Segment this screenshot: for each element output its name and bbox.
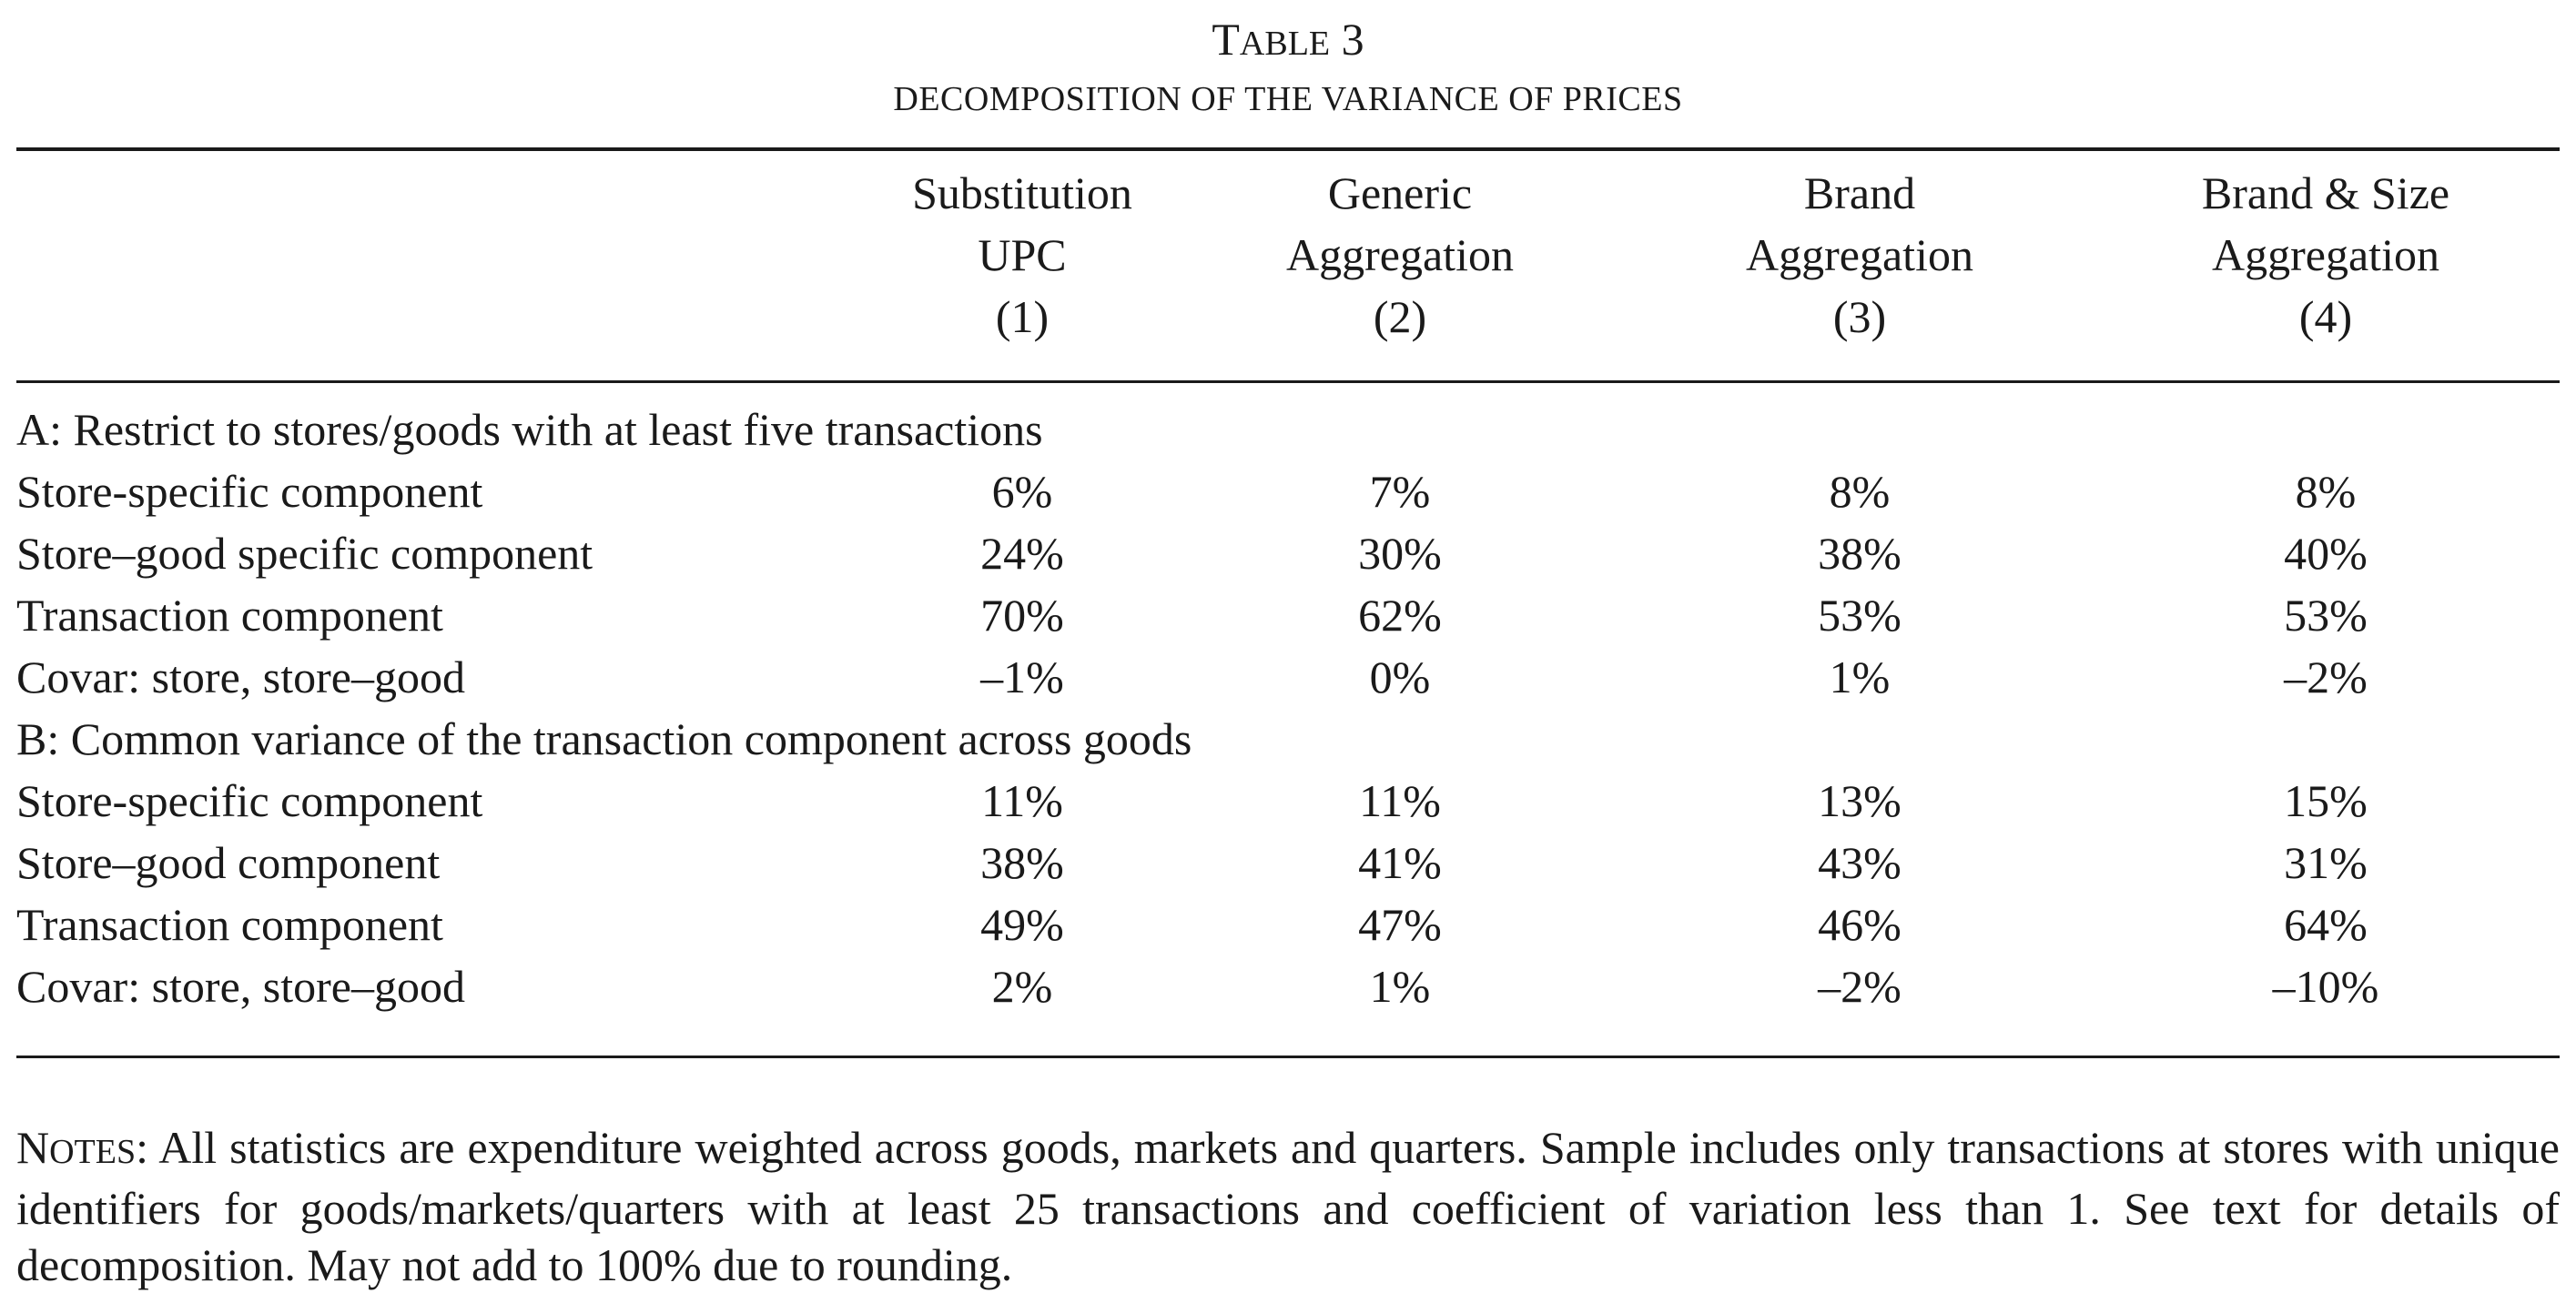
table-cell: 11%: [981, 775, 1063, 826]
table-cell: –1%: [980, 652, 1064, 702]
column-header-4-line2: Aggregation: [2212, 229, 2439, 280]
top-rule: [16, 147, 2560, 151]
variance-decomposition-table: Substitution UPC (1) Generic Aggregation…: [16, 162, 2560, 1017]
table-row: Covar: store, store–good 2% 1% –2% –10%: [16, 955, 2560, 1017]
column-header-1-line1: Substitution: [912, 167, 1132, 218]
table-cell: 46%: [1818, 899, 1902, 950]
table-cell: –2%: [1818, 961, 1902, 1012]
column-header-1-number: (1): [995, 291, 1050, 342]
row-label: Store-specific component: [16, 775, 483, 826]
table-cell: 64%: [2284, 899, 2368, 950]
column-header-2-number: (2): [1373, 291, 1427, 342]
table-cell: 40%: [2284, 528, 2368, 579]
table-cell: –2%: [2284, 652, 2368, 702]
table-row: Store–good component 38% 41% 43% 31%: [16, 832, 2560, 894]
table-cell: 53%: [1818, 590, 1902, 641]
notes-lead-smallcaps: OTES: [49, 1133, 137, 1171]
table-row: Store–good specific component 24% 30% 38…: [16, 522, 2560, 584]
row-label: Store–good component: [16, 837, 441, 888]
table-cell: –10%: [2272, 961, 2379, 1012]
column-header-2: Generic Aggregation (2): [1172, 162, 1628, 380]
table-row: Transaction component 49% 47% 46% 64%: [16, 894, 2560, 955]
row-label: Covar: store, store–good: [16, 652, 465, 702]
row-label: Transaction component: [16, 899, 443, 950]
notes-text: : All statistics are expenditure weighte…: [16, 1122, 2560, 1290]
table-cell: 8%: [1829, 466, 1891, 517]
table-title-smallcaps: ABLE: [1239, 25, 1331, 63]
table-cell: 11%: [1359, 775, 1441, 826]
column-header-1-line2: UPC: [978, 229, 1067, 280]
notes-lead: NOTES: [16, 1122, 136, 1173]
table-cell: 43%: [1818, 837, 1902, 888]
panel-b-title: B: Common variance of the transaction co…: [16, 713, 1192, 764]
table-cell: 7%: [1369, 466, 1431, 517]
header-spacer-row: [16, 380, 2560, 399]
column-header-4-number: (4): [2298, 291, 2353, 342]
table-cell: 41%: [1358, 837, 1442, 888]
table-cell: 2%: [991, 961, 1053, 1012]
table-cell: 31%: [2284, 837, 2368, 888]
table-cell: 49%: [980, 899, 1064, 950]
table-notes: NOTES: All statistics are expenditure we…: [16, 1119, 2560, 1293]
table-cell: 6%: [991, 466, 1053, 517]
row-label: Store–good specific component: [16, 528, 593, 579]
column-header-3-line1: Brand: [1803, 167, 1916, 218]
table-page: TABLE 3 DECOMPOSITION OF THE VARIANCE OF…: [16, 0, 2560, 1290]
column-header-1: Substitution UPC (1): [872, 162, 1172, 380]
table-cell: 53%: [2284, 590, 2368, 641]
row-label: Store-specific component: [16, 466, 483, 517]
table-title: TABLE 3: [16, 16, 2560, 62]
panel-a-title: A: Restrict to stores/goods with at leas…: [16, 404, 1043, 455]
column-header-4: Brand & Size Aggregation (4): [2092, 162, 2560, 380]
table-cell: 13%: [1818, 775, 1902, 826]
row-label: Transaction component: [16, 590, 443, 641]
table-row: Store-specific component 11% 11% 13% 15%: [16, 770, 2560, 832]
table-row: Transaction component 70% 62% 53% 53%: [16, 584, 2560, 646]
header-rule: [16, 380, 2560, 383]
table-cell: 1%: [1829, 652, 1891, 702]
table-title-initial: T: [1212, 14, 1240, 65]
column-header-3-number: (3): [1832, 291, 1887, 342]
stub-header: [16, 162, 872, 380]
table-cell: 15%: [2284, 775, 2368, 826]
column-header-3: Brand Aggregation (3): [1628, 162, 2092, 380]
panel-b-heading-row: B: Common variance of the transaction co…: [16, 708, 2560, 770]
bottom-rule: [16, 1056, 2560, 1058]
table-row: Covar: store, store–good –1% 0% 1% –2%: [16, 646, 2560, 708]
column-header-2-line1: Generic: [1327, 167, 1473, 218]
table-title-number: 3: [1330, 14, 1364, 65]
table-cell: 62%: [1358, 590, 1442, 641]
table-cell: 47%: [1358, 899, 1442, 950]
table-cell: 8%: [2295, 466, 2357, 517]
column-header-row: Substitution UPC (1) Generic Aggregation…: [16, 162, 2560, 380]
column-header-2-line2: Aggregation: [1286, 229, 1514, 280]
table-subtitle: DECOMPOSITION OF THE VARIANCE OF PRICES: [893, 80, 1683, 118]
panel-a-heading-row: A: Restrict to stores/goods with at leas…: [16, 399, 2560, 460]
table-cell: 24%: [980, 528, 1064, 579]
table-cell: 38%: [1818, 528, 1902, 579]
column-header-4-line1: Brand & Size: [2201, 167, 2450, 218]
row-label: Covar: store, store–good: [16, 961, 465, 1012]
column-header-3-line2: Aggregation: [1746, 229, 1973, 280]
table-cell: 70%: [980, 590, 1064, 641]
table-cell: 0%: [1369, 652, 1431, 702]
table-row: Store-specific component 6% 7% 8% 8%: [16, 460, 2560, 522]
table-cell: 38%: [980, 837, 1064, 888]
table-cell: 1%: [1369, 961, 1431, 1012]
notes-lead-initial: N: [16, 1122, 50, 1173]
table-cell: 30%: [1358, 528, 1442, 579]
